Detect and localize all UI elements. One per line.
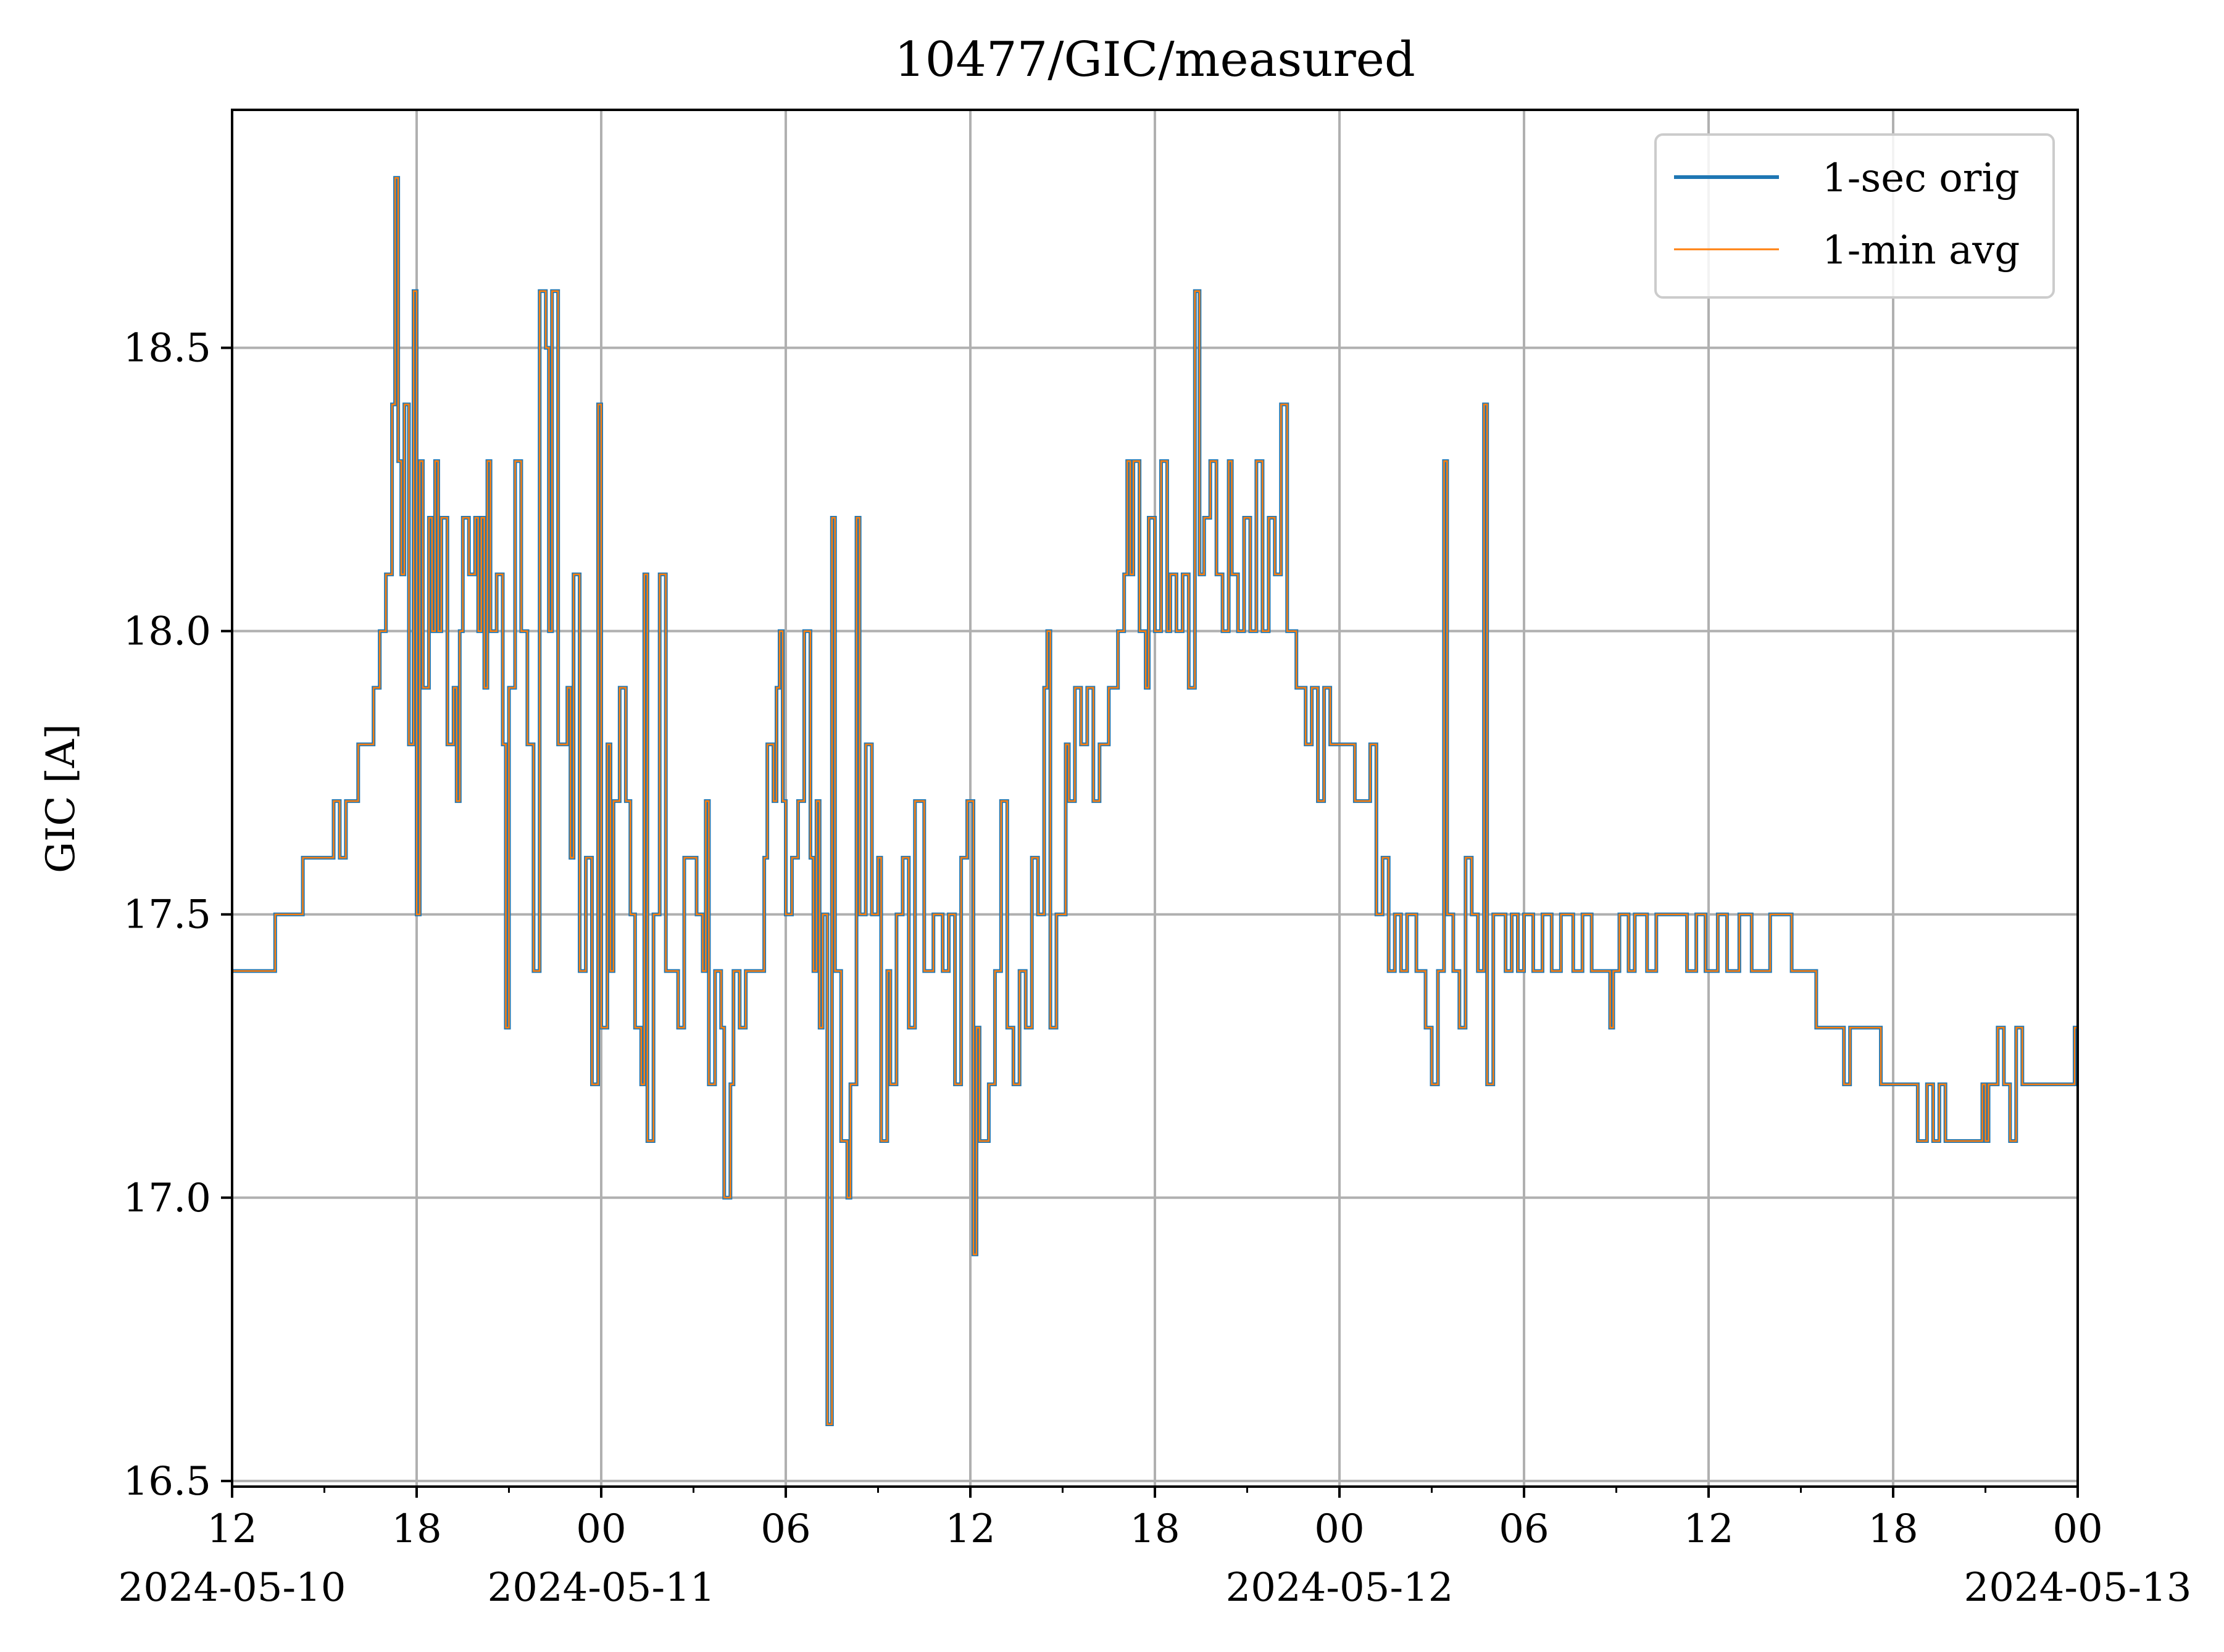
x-tick-label: 18 (391, 1506, 441, 1552)
y-tick-label: 18.0 (123, 609, 212, 655)
y-tick-label: 17.5 (123, 892, 212, 938)
legend: 1-sec orig 1-min avg (1654, 133, 2055, 299)
x-tick-label: 18 (1868, 1506, 1918, 1552)
x-tick-label: 06 (760, 1506, 810, 1552)
series-layer (232, 176, 2078, 1426)
chart-title: 10477/GIC/measured (894, 32, 1415, 88)
x-tick-date-label: 2024-05-12 (1226, 1565, 1454, 1611)
x-tick-date-label: 2024-05-11 (488, 1565, 715, 1611)
x-tick-date-label: 2024-05-13 (1964, 1565, 2192, 1611)
x-tick-date-label: 2024-05-10 (119, 1565, 346, 1611)
x-tick-label: 06 (1499, 1506, 1549, 1552)
series-line-1-min-avg (232, 176, 2078, 1426)
x-tick-label: 12 (1683, 1506, 1733, 1552)
y-tick-label: 17.0 (123, 1176, 212, 1221)
x-tick-label: 00 (576, 1506, 626, 1552)
x-tick-label: 12 (207, 1506, 257, 1552)
x-tick-label: 00 (1314, 1506, 1364, 1552)
y-axis-label: GIC [A] (38, 724, 84, 873)
y-tick-label: 18.5 (123, 326, 212, 371)
x-tick-label: 18 (1130, 1506, 1180, 1552)
axis-ticks: 12 2024-05-10 18 00 2024-05-11 06 12 18 00 2024-0… (119, 326, 2192, 1611)
x-tick-label: 12 (945, 1506, 995, 1552)
legend-label-avg: 1-min avg (1822, 228, 2020, 273)
y-tick-label: 16.5 (123, 1459, 212, 1505)
legend-label-orig: 1-sec orig (1822, 156, 2020, 201)
x-tick-label: 00 (2052, 1506, 2102, 1552)
